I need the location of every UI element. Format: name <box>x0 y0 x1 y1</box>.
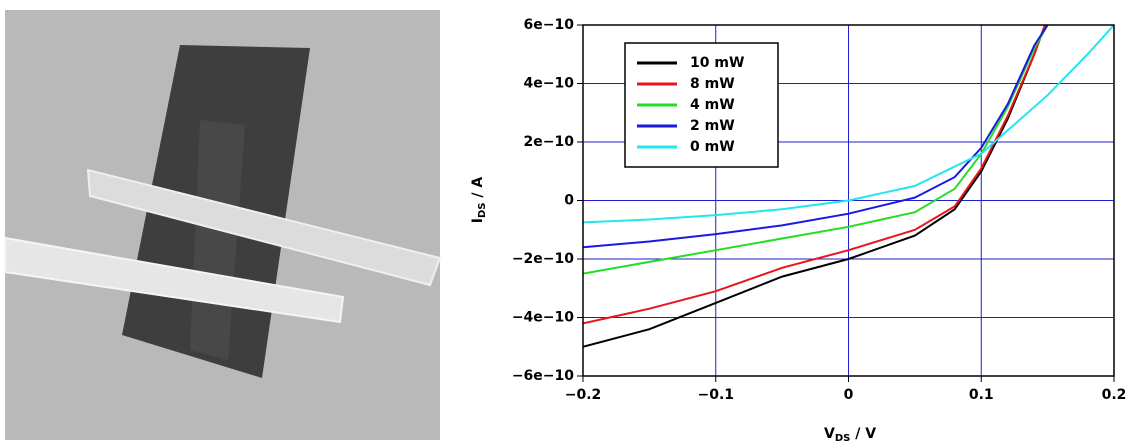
y-tick-label: 4e−10 <box>524 76 575 92</box>
series-line <box>583 24 1049 249</box>
legend-label: 2 mW <box>690 118 735 134</box>
sem-image <box>4 10 442 440</box>
x-tick-label: 0.1 <box>969 387 994 403</box>
plot-frame <box>582 24 1115 377</box>
y-tick-label: 2e−10 <box>524 134 575 150</box>
y-tick-label: 0 <box>564 193 574 209</box>
electrode-upper <box>86 168 442 287</box>
y-label-unit: / A <box>470 177 486 203</box>
x-tick-label: 0 <box>844 387 854 403</box>
x-tick-label: 0.2 <box>1102 387 1127 403</box>
y-tick-label: −6e−10 <box>512 368 574 384</box>
y-label-main: I <box>470 218 486 223</box>
legend-label: 4 mW <box>690 97 735 113</box>
series-line <box>583 24 1049 275</box>
x-label-sub: DS <box>835 433 851 443</box>
series-line <box>583 24 1046 325</box>
x-label-unit: / V <box>850 426 876 442</box>
electrode-lower <box>4 236 345 324</box>
y-label-sub: DS <box>477 202 488 218</box>
y-axis-label: IDS / A <box>470 177 488 224</box>
legend-label: 8 mW <box>690 76 735 92</box>
x-label-main: V <box>824 426 835 442</box>
series-line <box>583 24 1114 224</box>
x-tick-label: −0.1 <box>697 387 734 403</box>
y-tick-label: −2e−10 <box>512 251 574 267</box>
legend-label: 10 mW <box>690 55 744 71</box>
y-tick-label: −4e−10 <box>512 310 574 326</box>
legend-label: 0 mW <box>690 139 735 155</box>
x-tick-label: −0.2 <box>565 387 602 403</box>
x-axis-label: VDS / V <box>824 426 876 443</box>
y-tick-label: 6e−10 <box>524 17 575 33</box>
